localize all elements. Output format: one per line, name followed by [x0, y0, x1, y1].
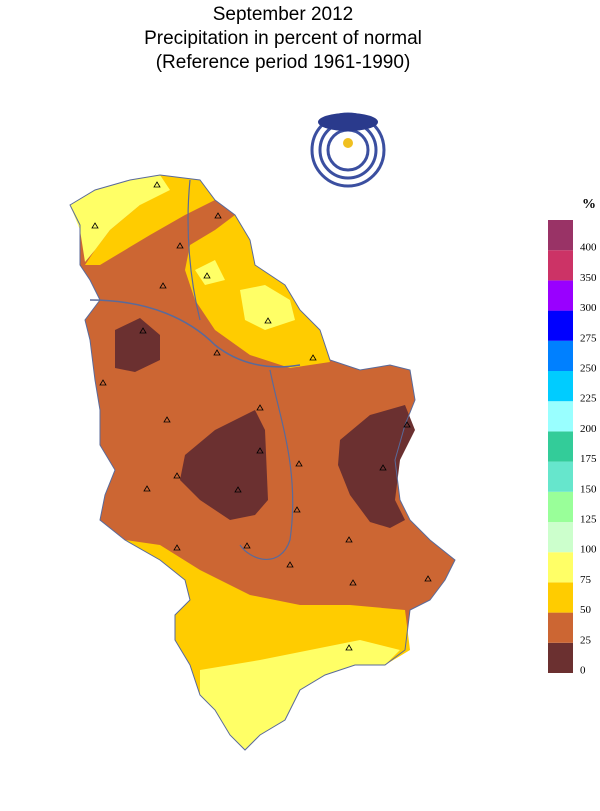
zone — [70, 175, 170, 262]
zone — [85, 175, 215, 265]
legend-swatch — [548, 461, 573, 492]
legend-swatch — [548, 431, 573, 462]
legend-swatch — [548, 552, 573, 583]
legend-swatch — [548, 491, 573, 522]
legend-swatch — [548, 220, 573, 251]
legend-unit: % — [582, 197, 596, 212]
zone — [338, 405, 415, 528]
river — [239, 369, 294, 560]
legend-label: 350 — [580, 272, 597, 284]
legend-label: 100 — [580, 544, 597, 556]
river — [89, 299, 301, 368]
legend-swatch — [548, 642, 573, 673]
legend-swatch — [548, 612, 573, 643]
zone — [115, 318, 160, 372]
legend-swatch — [548, 401, 573, 432]
title-block: September 2012 Precipitation in percent … — [144, 4, 422, 73]
stations — [91, 181, 432, 651]
river — [187, 179, 201, 321]
border — [69, 174, 456, 751]
legend-label: 175 — [580, 453, 597, 465]
legend-swatch — [548, 340, 573, 371]
legend-swatch — [548, 280, 573, 311]
map — [69, 174, 456, 751]
zone — [125, 540, 410, 750]
title-line: September 2012 — [213, 4, 354, 25]
zone — [195, 260, 225, 285]
legend-swatch — [548, 250, 573, 281]
legend-label: 225 — [580, 393, 597, 405]
zone — [200, 640, 400, 750]
legend-label: 150 — [580, 483, 597, 495]
legend-label: 400 — [580, 242, 597, 254]
legend-label: 75 — [580, 574, 592, 586]
legend-label: 275 — [580, 332, 597, 344]
legend-swatch — [548, 522, 573, 553]
legend-label: 250 — [580, 363, 597, 375]
legend-swatch — [548, 582, 573, 613]
title-line: Precipitation in percent of normal — [144, 28, 422, 49]
legend-label: 25 — [580, 634, 592, 646]
legend-label: 0 — [580, 665, 586, 677]
title-line: (Reference period 1961-1990) — [156, 52, 411, 73]
legend-label: 125 — [580, 514, 597, 526]
zone — [240, 285, 295, 330]
station-markers — [91, 181, 432, 651]
legend-label: 200 — [580, 423, 597, 435]
legend-label: 300 — [580, 302, 597, 314]
logo — [310, 112, 386, 188]
legend-label: 50 — [580, 604, 592, 616]
legend: % 0 25 50 75 100 125 150 175 200 225 250 275 300 350 4… — [548, 197, 597, 677]
zone — [180, 410, 268, 520]
legend-swatch — [548, 310, 573, 341]
legend-swatch — [548, 371, 573, 402]
